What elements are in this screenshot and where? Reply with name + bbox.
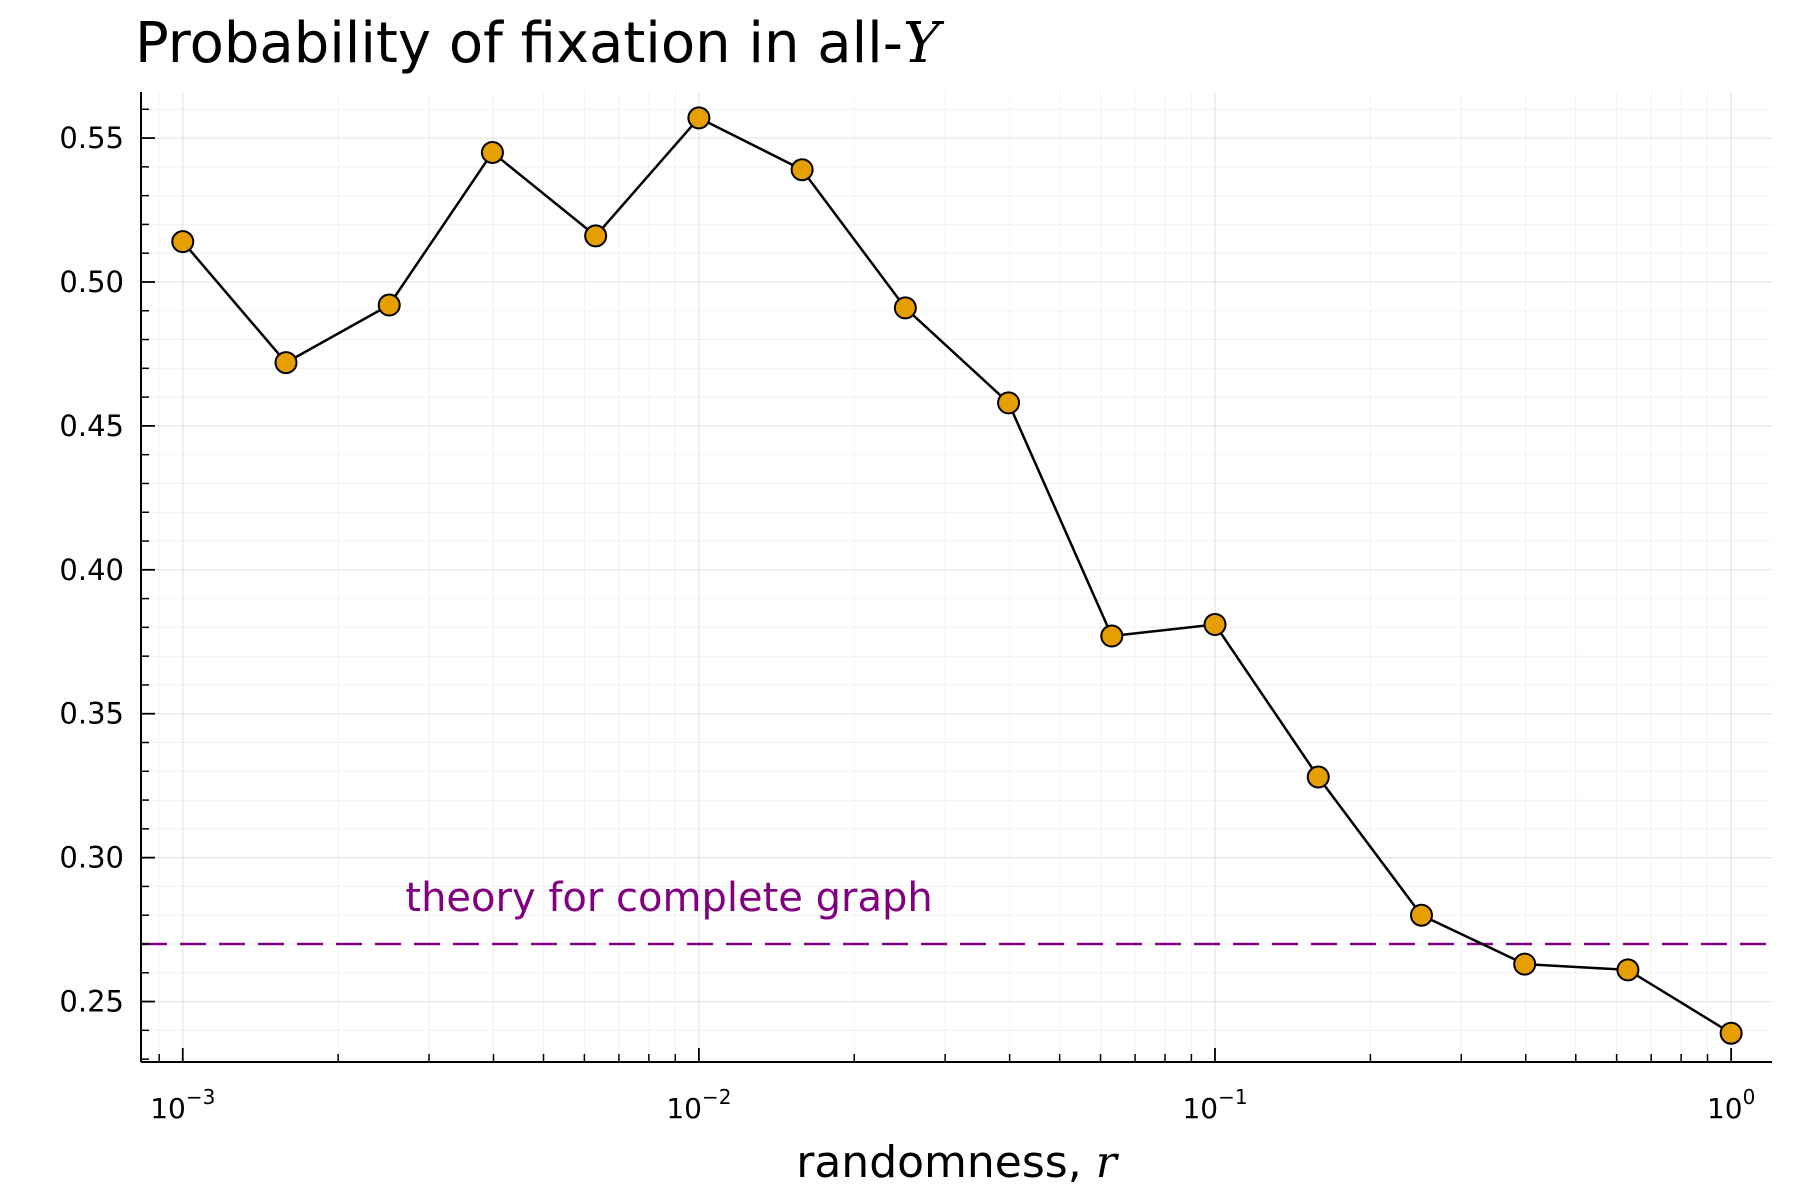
labels: 10−3 10−2 10−1 100 0.25 0.30 0.35 0.40 0.45 0.50 0…: [59, 11, 1755, 1188]
data-point: [997, 391, 1021, 415]
x-tick-label: 100: [1707, 1085, 1755, 1125]
data-point: [1719, 1021, 1743, 1045]
x-tick-label: 10−3: [150, 1085, 215, 1125]
x-axis-label: randomness, r: [796, 1137, 1119, 1188]
y-tick-label: 0.25: [59, 985, 124, 1019]
y-tick-label: 0.40: [59, 553, 124, 587]
data-point: [893, 296, 917, 320]
data-point: [1100, 624, 1124, 648]
data-point: [480, 140, 504, 164]
x-tick-label: 10−2: [666, 1085, 731, 1125]
data-point: [687, 106, 711, 130]
y-tick-label: 0.35: [59, 697, 124, 731]
data-point: [171, 230, 195, 254]
series-group: [171, 106, 1743, 1045]
annotation-label: theory for complete graph: [405, 875, 932, 921]
x-tick-label: 10−1: [1182, 1085, 1247, 1125]
data-point: [1409, 903, 1433, 927]
grid: [141, 92, 1772, 1062]
data-point: [1203, 612, 1227, 636]
y-tick-label: 0.55: [59, 121, 124, 155]
data-point: [377, 293, 401, 317]
chart-title: Probability of fixation in all-Y: [135, 11, 945, 76]
series-line: [181, 116, 1732, 1035]
data-point: [1306, 765, 1330, 789]
data-point: [1616, 958, 1640, 982]
data-point: [1513, 952, 1537, 976]
y-tick-label: 0.30: [59, 841, 124, 875]
y-tick-label: 0.45: [59, 409, 124, 443]
data-point: [584, 224, 608, 248]
y-tick-label: 0.50: [59, 265, 124, 299]
data-point: [790, 158, 814, 182]
axes: [140, 92, 1772, 1063]
data-point: [274, 351, 298, 375]
